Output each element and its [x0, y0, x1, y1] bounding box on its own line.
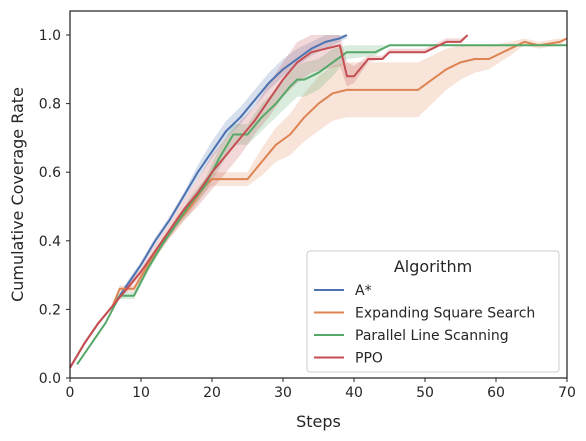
series-line-expanding-square-search — [69, 37, 568, 369]
y-axis-ticks: 0.0 0.2 0.4 0.6 0.8 1.0 — [39, 28, 70, 387]
x-tick-label: 40 — [345, 385, 363, 401]
plot-frame — [69, 10, 568, 379]
y-tick-label: 0.8 — [39, 97, 61, 113]
legend-box — [306, 250, 560, 373]
legend-label-a: A* — [355, 283, 372, 299]
y-tick-label: 0.6 — [39, 165, 61, 181]
legend: Algorithm A* Expanding Square Search Paral… — [306, 250, 560, 373]
x-axis-ticks: 0 10 20 30 40 50 60 70 — [66, 378, 576, 401]
legend-label-parallel-line-scanning: Parallel Line Scanning — [355, 328, 509, 344]
y-tick-label: 1.0 — [39, 28, 61, 44]
x-tick-label: 0 — [66, 385, 75, 401]
legend-title: Algorithm — [394, 257, 472, 276]
series-lines — [69, 34, 568, 369]
y-axis-label: Cumulative Coverage Rate — [8, 87, 27, 302]
series-line-ppo — [69, 34, 469, 369]
series-line-parallel-line-scanning — [76, 44, 567, 365]
x-tick-label: 20 — [203, 385, 221, 401]
x-tick-label: 70 — [558, 385, 576, 401]
x-tick-label: 60 — [487, 385, 505, 401]
legend-label-ppo: PPO — [355, 351, 383, 367]
legend-label-expanding-square-search: Expanding Square Search — [355, 306, 535, 322]
x-tick-label: 30 — [274, 385, 292, 401]
y-tick-label: 0.2 — [39, 302, 61, 318]
x-tick-label: 50 — [416, 385, 434, 401]
y-tick-label: 0.4 — [39, 234, 61, 250]
x-tick-label: 10 — [132, 385, 150, 401]
y-tick-label: 0.0 — [39, 371, 61, 387]
legend-items: A* Expanding Square Search Parallel Line S… — [314, 283, 535, 367]
x-axis-label: Steps — [296, 412, 341, 431]
